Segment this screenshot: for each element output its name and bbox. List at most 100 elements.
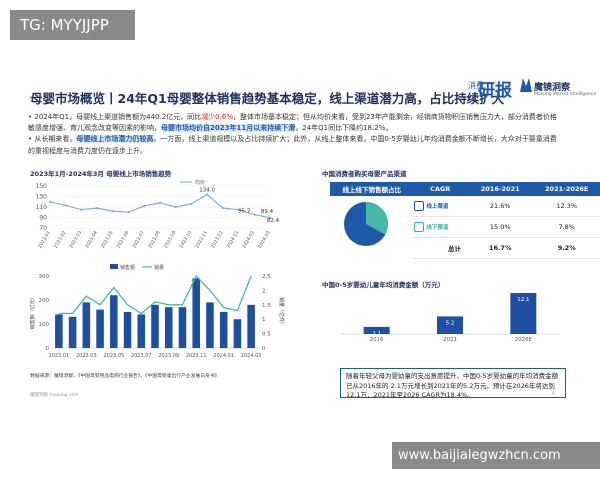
cagr-table: 线上线下销售额占比 CAGR 2016-2021 2021-2026E 线上渠道… — [330, 182, 600, 259]
x-tick-label: 2026E — [515, 337, 533, 343]
y-left-axis-title: 销售额（亿元） — [30, 294, 36, 329]
x-tick-label: 2023.05 — [103, 353, 124, 359]
bullet-2: • 从长期来看，母婴线上市场潜力仍较高。一方面，线上渠道规模以及占比持续扩大；此… — [28, 135, 557, 155]
x-tick-label: 2023.01 — [49, 353, 70, 359]
x-tick-label: 2023.03 — [68, 230, 83, 250]
x-tick-label: 2021 — [443, 337, 457, 343]
source-note: 数据来源：魔镜洞察，《中国母婴用品电商行业报告》，《中国母婴童出行产业发展白皮书… — [30, 374, 220, 379]
watermark-bottom: www.baijialegwzhcn.com — [392, 442, 600, 469]
x-tick-label: 2024.02 — [241, 230, 256, 250]
y-right-tick-label: 1 — [262, 317, 266, 323]
legend-label: 均价 — [195, 179, 205, 186]
sales-bar — [178, 307, 187, 348]
sales-bar — [55, 314, 63, 348]
x-tick-label: 2023.02 — [53, 230, 68, 250]
sales-bar — [137, 314, 146, 348]
price-data-label: 134.0 — [199, 187, 215, 193]
price-point — [253, 213, 256, 216]
y-right-tick-label: 2 — [262, 288, 266, 294]
x-tick-label: 2023.11 — [186, 353, 207, 359]
logo-moojing-sub: Moojing Market Intelligence — [534, 92, 597, 97]
sales-bar — [164, 307, 173, 348]
sales-bar — [192, 278, 200, 348]
x-tick-label: 2024.03 — [241, 353, 262, 359]
price-data-label: 82.4 — [267, 218, 280, 224]
price-data-label: 95.7 — [238, 209, 251, 215]
price-point — [174, 205, 177, 209]
x-tick-label: 2023.01 — [37, 230, 52, 250]
moojing-logo-icon — [520, 78, 532, 92]
logo-moojing: 魔镜洞察 — [534, 83, 571, 93]
y-left-tick-label: 200 — [39, 298, 50, 304]
spend-value-label: 12.1 — [517, 297, 529, 303]
left-chart-title: 2023年1月-2024年3月 母婴线上市场销售趋势 — [30, 170, 172, 178]
volume-series-line — [58, 274, 252, 315]
cagr-table-wrap: 线上线下销售额占比 CAGR 2016-2021 2021-2026E 线上渠道… — [330, 182, 600, 259]
price-point — [143, 204, 146, 208]
sales-bar — [123, 312, 132, 348]
y-tick-label: 90 — [39, 215, 47, 222]
sales-bar — [151, 304, 159, 348]
sales-bar — [233, 319, 242, 348]
x-tick-label: 2023.12 — [210, 230, 225, 250]
y-tick-label: 110 — [36, 204, 48, 211]
channel-share-pie — [344, 202, 388, 246]
x-tick-label: 2024.01 — [226, 230, 241, 250]
pie-slice-online — [366, 202, 388, 235]
y-left-tick-label: 300 — [39, 274, 50, 280]
legend-bar-swatch — [110, 264, 118, 269]
x-tick-label: 2023.06 — [116, 230, 131, 250]
y-right-tick-label: 0.5 — [262, 332, 271, 338]
sales-bar — [110, 295, 118, 348]
online-channel-icon — [414, 201, 425, 211]
y-right-tick-label: 0 — [262, 346, 266, 352]
price-point — [127, 211, 130, 214]
x-tick-label: 2023.03 — [76, 353, 97, 359]
spend-bar — [363, 326, 390, 334]
y-tick-label: 150 — [36, 183, 48, 190]
x-tick-label: 2023.09 — [163, 230, 178, 250]
bullet-text-block: • 2024年Q1，母婴线上渠道销售额为440.2亿元，同比减少0.6%，整体市… — [28, 112, 558, 157]
sales-bar — [247, 304, 255, 348]
spend-value-label: 2.1 — [372, 331, 381, 337]
y-tick-label: 130 — [36, 194, 48, 201]
watermark-top: TG: MYYJJPP — [10, 10, 135, 40]
spend-chart-title: 中国0-5岁婴幼儿童年均消费金额（万元） — [322, 281, 445, 289]
footer-text: 魔镜洞察 moojing.com — [30, 393, 79, 398]
x-tick-label: 2023.08 — [147, 230, 162, 250]
legend-label: 销售额 — [120, 264, 135, 271]
page-title: 母婴市场概览丨24年Q1母婴整体销售趋势基本稳定，线上渠道潜力高，占比持续扩大 — [30, 91, 505, 106]
note-box: 随着年轻父母为婴幼童的支出意愿提升，中国0-5岁婴幼童的年均消费金额已从2016… — [340, 368, 566, 399]
price-point — [190, 202, 193, 205]
highlight-price-drop: 母婴市场均价自2023年11月以来持续下滑 — [161, 124, 296, 133]
y-tick-label: 70 — [39, 225, 47, 232]
price-point — [268, 216, 272, 219]
spend-bar — [510, 293, 537, 334]
table-row: 线上渠道 21.6% 12.3% — [330, 196, 600, 217]
x-tick-label: 2023.10 — [178, 230, 193, 250]
price-point — [158, 201, 162, 204]
highlight-decrease: 减少0.6% — [201, 113, 233, 121]
price-point — [237, 208, 240, 211]
price-data-label: 89.4 — [261, 209, 274, 215]
price-point — [48, 200, 52, 203]
sales-bar — [82, 302, 91, 348]
y-right-axis-title: 销量（亿件） — [278, 297, 285, 327]
spend-bar — [437, 316, 463, 334]
bullet-1: • 2024年Q1，母婴线上渠道销售额为440.2亿元，同比减少0.6%，整体市… — [28, 113, 557, 133]
header-cagr: CAGR — [413, 182, 467, 196]
table-row: 线下渠道 15.0% 7.8% — [330, 216, 600, 238]
x-tick-label: 2023.07 — [131, 230, 146, 250]
logo-yanbao: 研报 — [478, 81, 512, 101]
header-2016-2021: 2016-2021 — [467, 182, 534, 196]
x-tick-label: 2023.09 — [158, 353, 179, 359]
legend-label: 销量 — [154, 264, 164, 271]
sales-bar — [68, 316, 77, 348]
y-left-tick-label: 0 — [46, 346, 50, 352]
page-number: 6 — [552, 392, 555, 397]
price-point — [64, 204, 67, 207]
price-point — [111, 210, 114, 213]
x-tick-label: 2023.04 — [84, 230, 99, 250]
header-2021-2026: 2021-2026E — [533, 182, 600, 196]
